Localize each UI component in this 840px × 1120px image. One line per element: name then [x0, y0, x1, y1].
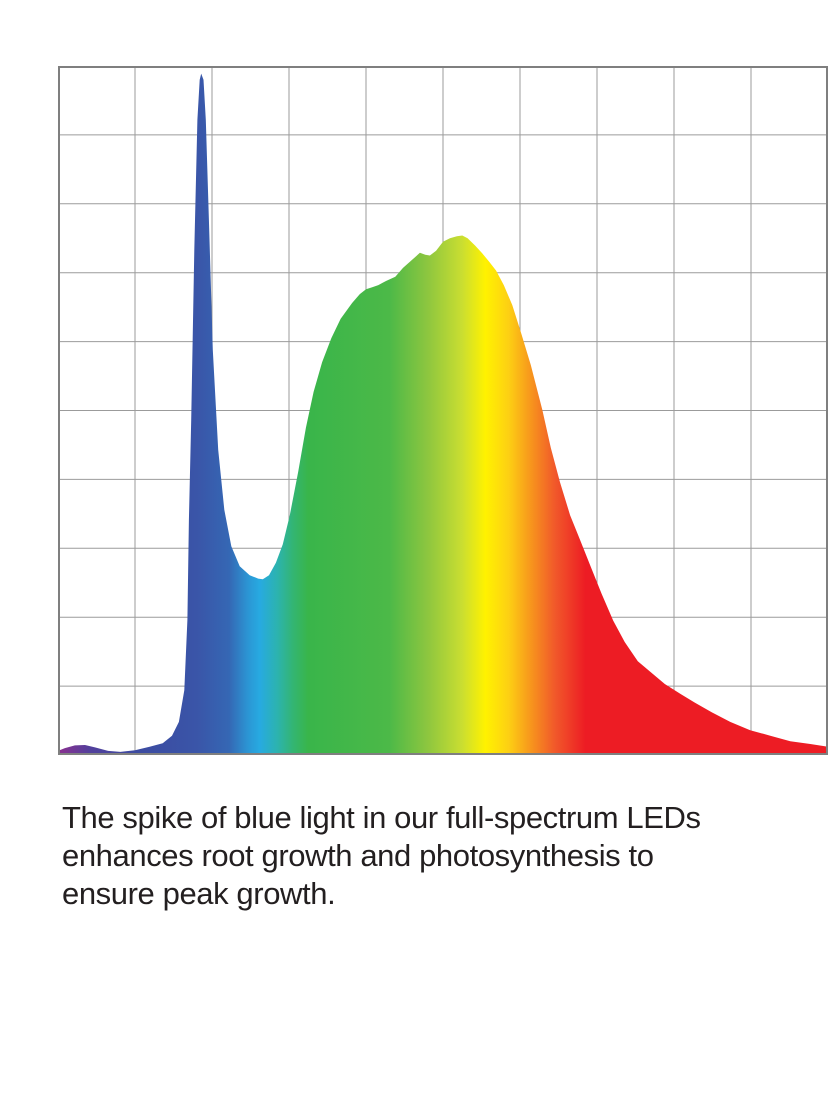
caption-line-1: The spike of blue light in our full-spec…: [62, 800, 701, 835]
caption-line-2: enhances root growth and photosynthesis …: [62, 838, 654, 873]
spectrum-chart: [58, 66, 828, 755]
caption: The spike of blue light in our full-spec…: [62, 799, 802, 913]
spectrum-area: [58, 73, 828, 755]
spectrum-chart-svg: [58, 66, 828, 755]
caption-line-3: ensure peak growth.: [62, 876, 336, 911]
plot-border: [58, 66, 828, 755]
